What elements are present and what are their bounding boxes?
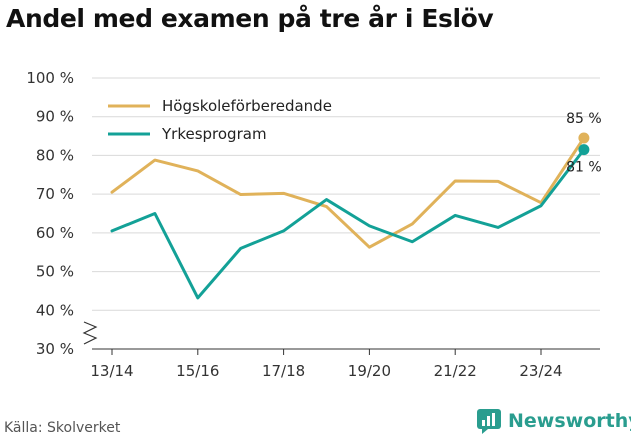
x-tick-label: 15/16	[176, 362, 219, 380]
x-axis: 13/14 15/16 17/18 19/20 21/22 23/24	[82, 321, 600, 380]
y-tick-label: 50 %	[36, 263, 74, 281]
x-tick-label: 17/18	[262, 362, 305, 380]
legend-label: Högskoleförberedande	[162, 97, 332, 115]
y-axis-ticks: 30 % 40 % 50 % 60 % 70 % 80 % 90 % 100 %	[26, 69, 74, 358]
y-tick-label: 100 %	[26, 69, 74, 87]
end-point	[578, 132, 590, 144]
brand-logo[interactable]: Newsworthy	[476, 408, 631, 434]
chart-title: Andel med examen på tre år i Eslöv	[6, 4, 494, 33]
brand-name: Newsworthy	[508, 410, 631, 432]
legend-label: Yrkesprogram	[161, 125, 267, 143]
x-tick-label: 13/14	[90, 362, 133, 380]
y-tick-label: 90 %	[36, 108, 74, 126]
x-tick-label: 19/20	[348, 362, 391, 380]
series-line-yrkesprogram	[110, 148, 586, 300]
x-tick-label: 21/22	[434, 362, 477, 380]
y-tick-label: 60 %	[36, 224, 74, 242]
series-line-hogskoleforberedande	[110, 136, 586, 249]
y-tick-label: 40 %	[36, 301, 74, 319]
x-tick-label: 23/24	[519, 362, 562, 380]
source-note: Källa: Skolverket	[4, 420, 121, 436]
gridlines	[92, 77, 600, 311]
series-lines: 85 % 81 %	[110, 111, 602, 300]
newsworthy-logo-icon	[477, 409, 501, 434]
line-chart: 30 %40 %50 %60 %70 %80 %90 %100 % 13/14 1…	[26, 69, 602, 380]
legend: Högskoleförberedande Yrkesprogram	[108, 97, 332, 143]
axis-break-mark	[82, 321, 98, 345]
y-tick-label: 70 %	[36, 185, 74, 203]
y-tick-label: 30 %	[36, 340, 74, 358]
end-value-label: 81 %	[566, 160, 602, 176]
end-point	[578, 144, 590, 156]
y-tick-label: 80 %	[36, 146, 74, 164]
end-value-label: 85 %	[566, 111, 602, 127]
